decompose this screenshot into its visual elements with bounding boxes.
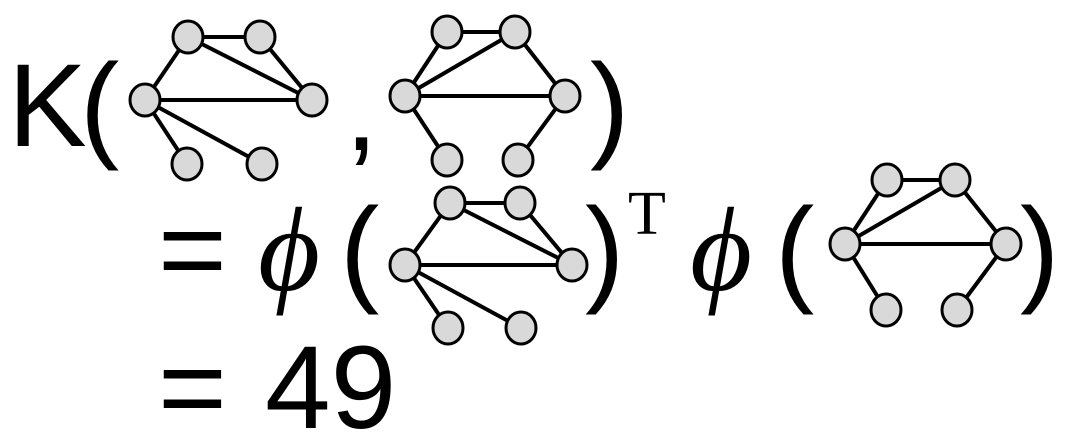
graph-b-phi-arg xyxy=(828,162,1023,328)
comma-separator: , xyxy=(345,44,378,176)
graph-a-first-arg xyxy=(128,19,329,182)
kernel-symbol: K xyxy=(8,40,87,172)
close-paren-2: ) xyxy=(585,184,624,316)
equals-sign-1: = xyxy=(158,184,227,316)
open-paren-2: ( xyxy=(340,184,379,316)
graph-b-second-arg xyxy=(388,14,582,178)
equals-sign-2: = xyxy=(158,322,227,442)
phi-symbol-1: ϕ xyxy=(258,183,320,316)
open-paren-3: ( xyxy=(775,184,814,316)
transpose-superscript: T xyxy=(628,180,666,248)
close-paren-1: ) xyxy=(590,40,629,172)
kernel-result-value: 49 xyxy=(265,322,396,442)
open-paren-1: ( xyxy=(80,40,119,172)
graph-a-phi-arg xyxy=(388,185,589,346)
close-paren-3: ) xyxy=(1020,184,1059,316)
phi-symbol-2: ϕ xyxy=(690,183,752,316)
